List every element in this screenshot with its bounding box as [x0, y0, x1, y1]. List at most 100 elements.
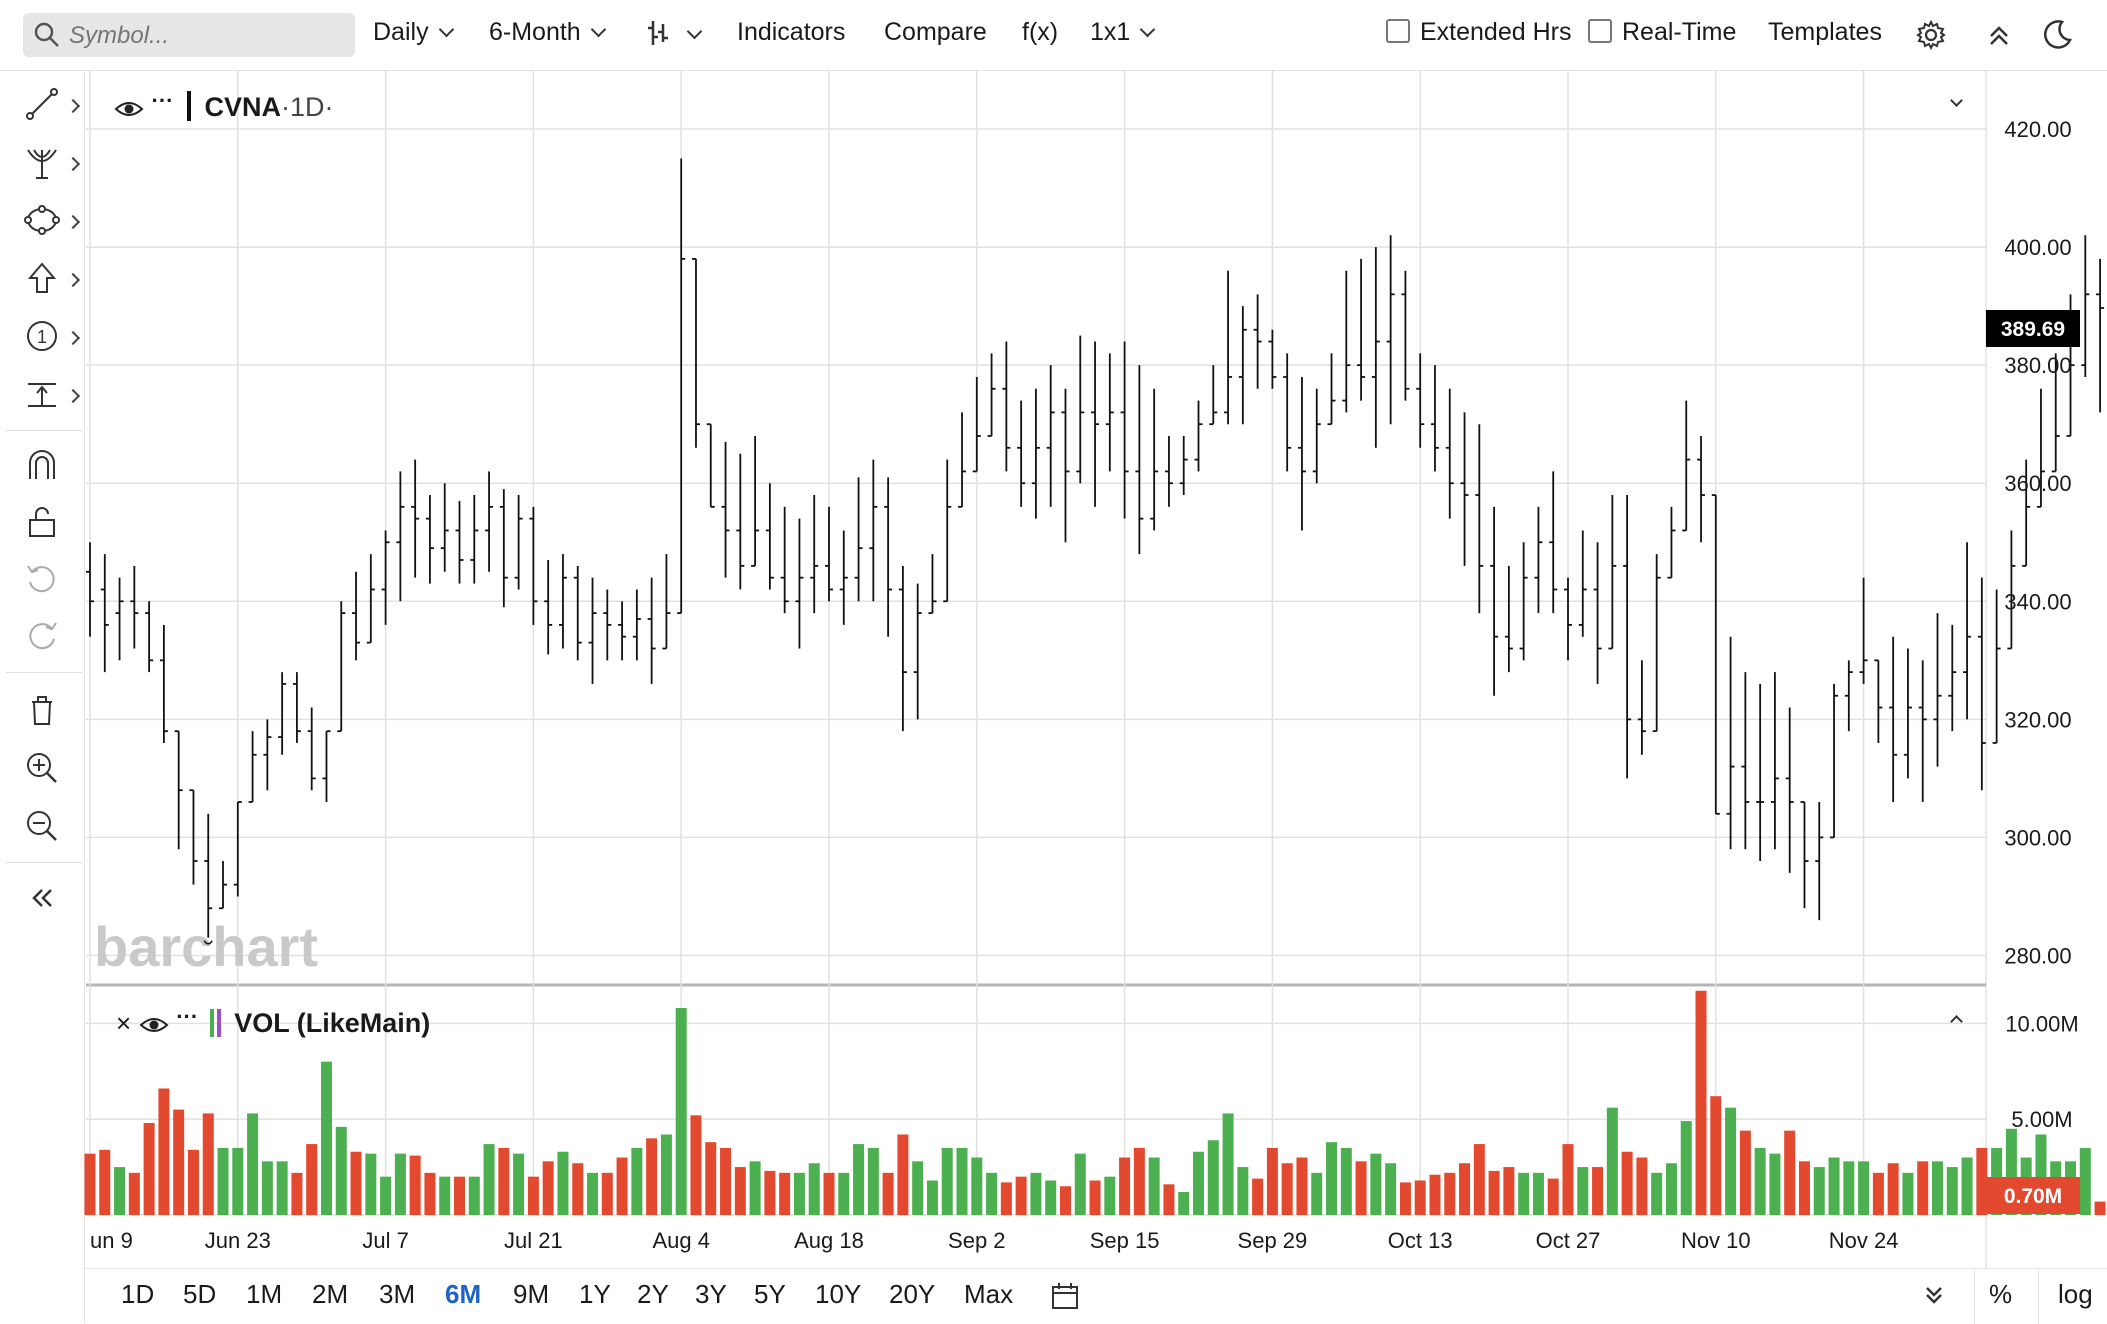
layout-dropdown[interactable]: 1x1: [1090, 18, 1156, 47]
ohlc-bar[interactable]: [352, 571, 361, 661]
ohlc-bar[interactable]: [603, 589, 612, 661]
ohlc-bar[interactable]: [869, 459, 878, 602]
ohlc-bar[interactable]: [958, 412, 967, 508]
ohlc-bar[interactable]: [366, 554, 375, 644]
ohlc-bar[interactable]: [1416, 353, 1425, 448]
ohlc-bar[interactable]: [1977, 577, 1986, 791]
ohlc-bar[interactable]: [115, 577, 124, 661]
range-button-2y[interactable]: 2Y: [637, 1279, 669, 1309]
ohlc-bar[interactable]: [1031, 388, 1040, 519]
range-button-2m[interactable]: 2M: [312, 1279, 349, 1309]
close-icon[interactable]: ×: [116, 1008, 132, 1038]
ohlc-bar[interactable]: [1756, 683, 1765, 862]
range-button-max[interactable]: Max: [964, 1279, 1014, 1309]
ohlc-bar[interactable]: [1046, 365, 1055, 507]
ohlc-bar[interactable]: [632, 589, 641, 661]
ohlc-bar[interactable]: [972, 376, 981, 473]
ohlc-bar[interactable]: [825, 506, 833, 602]
ohlc-bar[interactable]: [1859, 577, 1868, 684]
ohlc-bar[interactable]: [1770, 672, 1779, 850]
ohlc-bar[interactable]: [381, 530, 390, 625]
ohlc-bar[interactable]: [1578, 530, 1587, 637]
ohlc-bar[interactable]: [1593, 542, 1602, 684]
ohlc-bar[interactable]: [2081, 235, 2090, 377]
ohlc-bar[interactable]: [1623, 495, 1632, 779]
ohlc-bar[interactable]: [1194, 400, 1203, 472]
ohlc-bar[interactable]: [854, 477, 863, 602]
ohlc-bar[interactable]: [1918, 660, 1927, 802]
ohlc-bar[interactable]: [1238, 306, 1247, 425]
more-options-icon[interactable]: ···: [176, 1004, 199, 1029]
arrow-tool[interactable]: [22, 258, 62, 298]
ohlc-bar[interactable]: [1815, 802, 1824, 921]
ohlc-bar[interactable]: [1268, 329, 1277, 389]
ohlc-bar[interactable]: [1992, 589, 2001, 744]
collapse-up-icon[interactable]: [1985, 22, 2013, 50]
percent-toggle[interactable]: %: [1989, 1279, 2013, 1309]
ohlc-bar[interactable]: [1903, 648, 1912, 779]
ohlc-bar[interactable]: [1445, 388, 1454, 519]
ohlc-bar[interactable]: [248, 731, 257, 803]
ohlc-bar[interactable]: [706, 423, 715, 508]
ohlc-bar[interactable]: [1667, 506, 1676, 579]
ohlc-bar[interactable]: [455, 500, 464, 584]
measure-tool[interactable]: [22, 374, 62, 414]
ohlc-bar[interactable]: [1179, 436, 1188, 496]
ohlc-bar[interactable]: [1697, 436, 1706, 543]
range-button-9m[interactable]: 9M: [513, 1279, 550, 1309]
ohlc-bar[interactable]: [1504, 565, 1513, 673]
ohlc-bar[interactable]: [898, 565, 907, 732]
gear-icon[interactable]: [1916, 20, 1946, 50]
ohlc-bar[interactable]: [677, 158, 686, 614]
ohlc-bar[interactable]: [1401, 270, 1410, 401]
zoom-in-button[interactable]: [22, 748, 62, 788]
pitchfork-tool[interactable]: [22, 142, 62, 182]
chart-type-dropdown[interactable]: [645, 18, 703, 49]
ohlc-bar[interactable]: [1297, 376, 1306, 531]
ohlc-bar[interactable]: [1076, 335, 1085, 484]
ohlc-bar[interactable]: [780, 506, 789, 614]
ohlc-bar[interactable]: [1490, 506, 1499, 696]
lock-tool[interactable]: [22, 502, 62, 542]
double-chevron-down-icon[interactable]: [1922, 1283, 1946, 1307]
ohlc-bar[interactable]: [1963, 542, 1972, 720]
ohlc-bar[interactable]: [588, 577, 597, 684]
range-button-3m[interactable]: 3M: [379, 1279, 416, 1309]
symbol-search[interactable]: [23, 13, 355, 57]
ohlc-bar[interactable]: [1785, 707, 1794, 873]
more-options-icon[interactable]: ···: [151, 88, 174, 113]
ohlc-bar[interactable]: [396, 471, 405, 602]
interval-dropdown[interactable]: Daily: [373, 18, 454, 47]
ohlc-bar[interactable]: [839, 530, 848, 625]
ohlc-bar[interactable]: [278, 672, 287, 755]
period-dropdown[interactable]: 6-Month: [489, 18, 606, 47]
ohlc-bar[interactable]: [913, 583, 922, 720]
ohlc-bar[interactable]: [662, 554, 671, 650]
log-toggle[interactable]: log: [2058, 1279, 2093, 1309]
ohlc-bar[interactable]: [765, 483, 774, 590]
ohlc-bar[interactable]: [943, 459, 952, 603]
ohlc-bar[interactable]: [485, 471, 494, 572]
ohlc-bar[interactable]: [1933, 613, 1942, 767]
ohlc-bar[interactable]: [219, 861, 228, 910]
ohlc-bar[interactable]: [2022, 459, 2031, 567]
ohlc-bar[interactable]: [1061, 388, 1070, 543]
ohlc-bar[interactable]: [795, 518, 804, 649]
compare-button[interactable]: Compare: [884, 18, 987, 46]
ohlc-bar[interactable]: [1889, 636, 1898, 802]
ohlc-bar[interactable]: [2096, 258, 2105, 413]
indicators-button[interactable]: Indicators: [737, 18, 846, 46]
range-button-1d[interactable]: 1D: [121, 1279, 155, 1309]
ohlc-bar[interactable]: [1283, 353, 1292, 472]
range-button-20y[interactable]: 20Y: [889, 1279, 936, 1309]
shape-tool[interactable]: [22, 200, 62, 240]
ohlc-bar[interactable]: [884, 477, 893, 637]
ohlc-bar[interactable]: [1844, 660, 1853, 732]
ohlc-bar[interactable]: [2051, 353, 2060, 473]
ohlc-bar[interactable]: [1549, 471, 1558, 614]
ohlc-bar[interactable]: [1371, 247, 1380, 448]
ohlc-bar[interactable]: [86, 542, 94, 637]
delete-drawings-button[interactable]: [22, 690, 62, 730]
ohlc-bar[interactable]: [1608, 495, 1617, 650]
ohlc-bar[interactable]: [1224, 270, 1233, 425]
